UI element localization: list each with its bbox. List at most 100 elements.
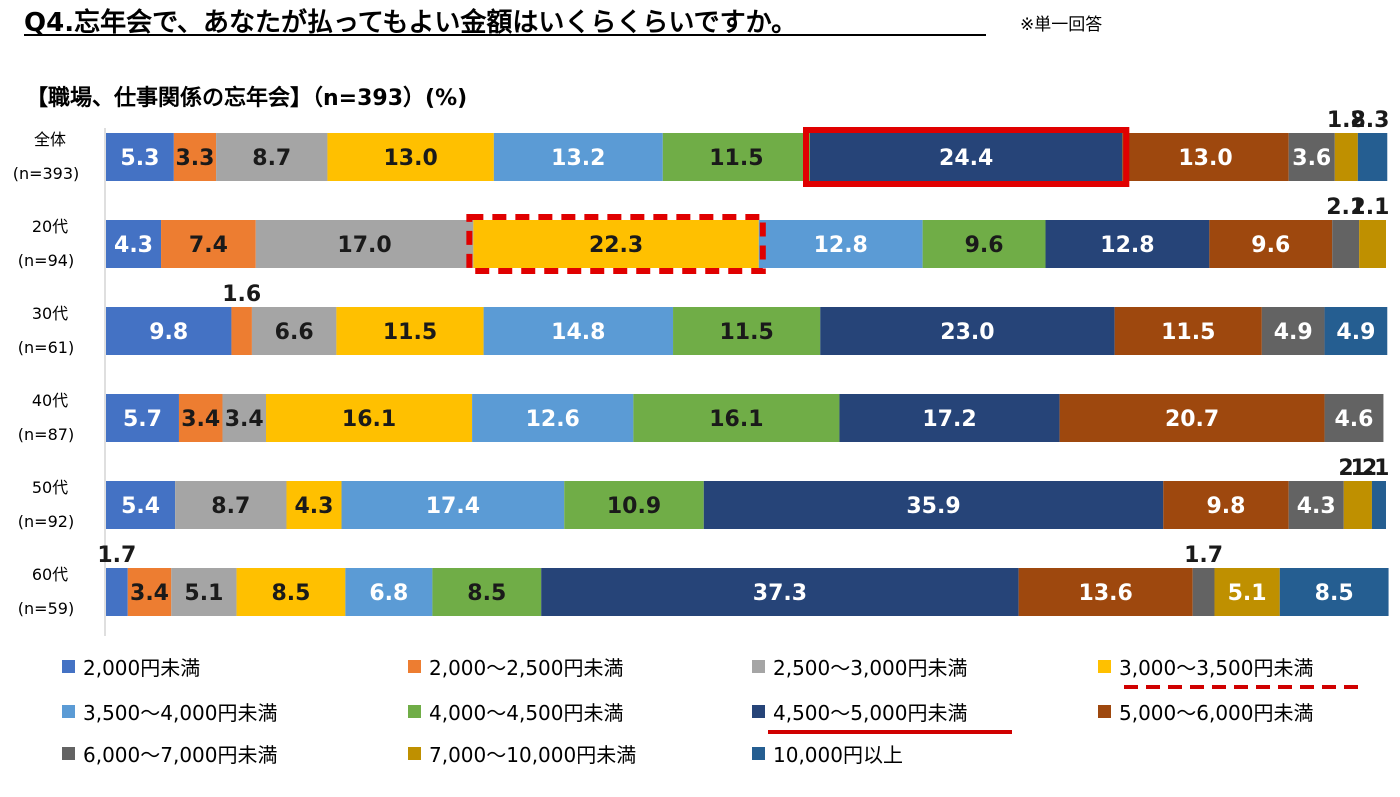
legend-swatch (752, 747, 765, 760)
data-label: 5.4 (121, 494, 160, 519)
chart-title: Q4.忘年会で、あなたが払ってもよい金額はいくらくらいですか。 (24, 8, 798, 38)
data-label: 3.4 (181, 407, 220, 432)
category-label: 全体 (34, 130, 66, 149)
legend-label: 7,000～10,000円未満 (429, 743, 637, 767)
data-label: 9.8 (1207, 494, 1246, 519)
bar-segment (345, 568, 433, 616)
bar-segment (703, 481, 1164, 529)
bar-segment (106, 568, 128, 616)
bar-segment (1192, 568, 1215, 616)
title-underline (24, 34, 986, 36)
bar-segment (473, 220, 759, 268)
data-label: 11.5 (383, 320, 437, 345)
data-label: 3.6 (1292, 146, 1331, 171)
bar-segment (286, 481, 342, 529)
single-answer-note: ※単一回答 (1020, 15, 1103, 35)
category-n-label: (n=59) (18, 599, 74, 618)
data-label: 5.3 (120, 146, 159, 171)
legend-item: 2,500～3,000円未満 (752, 652, 968, 681)
bar-segment (1018, 568, 1193, 616)
legend-label: 4,000～4,500円未満 (429, 701, 624, 725)
legend-swatch (62, 747, 75, 760)
bar-segment (633, 394, 840, 442)
bar-segment (106, 220, 162, 268)
highlight-box (803, 127, 1130, 187)
data-label: 1.7 (97, 543, 136, 568)
bar-segment (673, 307, 821, 355)
data-label: 20.7 (1165, 407, 1219, 432)
legend-swatch (62, 660, 75, 673)
category-n-label: (n=393) (13, 164, 80, 183)
legend-label: 3,500～4,000円未満 (83, 701, 278, 725)
data-label: 12.6 (526, 407, 580, 432)
legend-item: 10,000円以上 (752, 739, 903, 768)
bar-segment (255, 220, 474, 268)
category-label: 30代 (32, 304, 68, 323)
bar-segment (1214, 568, 1280, 616)
bar-segment (171, 568, 237, 616)
legend-item: 2,000円未満 (62, 652, 200, 681)
bar-segment (839, 394, 1060, 442)
data-label: 8.5 (1315, 581, 1354, 606)
legend-item: 6,000～7,000円未満 (62, 739, 278, 768)
legend-label: 2,000～2,500円未満 (429, 656, 624, 680)
legend-label: 10,000円以上 (773, 743, 903, 767)
data-label: 17.4 (426, 494, 480, 519)
data-label: 13.6 (1079, 581, 1133, 606)
category-label: 60代 (32, 565, 68, 584)
chart-subtitle: 【職場、仕事関係の忘年会】（n=393）(%) (26, 86, 468, 111)
bar-segment (1343, 481, 1372, 529)
bar-segment (178, 394, 223, 442)
data-label: 13.0 (383, 146, 437, 171)
highlight-box (466, 214, 766, 274)
data-label: 4.6 (1335, 407, 1374, 432)
bar-segment (251, 307, 337, 355)
bar-segment (175, 481, 287, 529)
data-label: 4.9 (1274, 320, 1313, 345)
data-label: 37.3 (753, 581, 807, 606)
data-label: 5.1 (184, 581, 223, 606)
category-n-label: (n=92) (18, 512, 74, 531)
bar-segment (336, 307, 484, 355)
bar-segment (1332, 220, 1360, 268)
data-label: 9.6 (1251, 233, 1290, 258)
data-label: 4.3 (295, 494, 334, 519)
bar-segment (266, 394, 473, 442)
data-label: 1.6 (222, 282, 261, 307)
data-label: 13.2 (551, 146, 605, 171)
data-label: 2.1 (1351, 195, 1390, 220)
bar-segment (1045, 220, 1210, 268)
bar-segment (1324, 394, 1384, 442)
data-label: 3.4 (130, 581, 169, 606)
data-label: 8.5 (271, 581, 310, 606)
bar-segment (662, 133, 810, 181)
data-label: 5.7 (123, 407, 162, 432)
data-label: 24.4 (939, 146, 993, 171)
data-label: 2.3 (1351, 108, 1390, 133)
data-label: 1.7 (1184, 543, 1223, 568)
data-label: 17.2 (922, 407, 976, 432)
data-label: 9.8 (149, 320, 188, 345)
data-label: 35.9 (906, 494, 960, 519)
bar-segment (161, 220, 256, 268)
data-label: 1.8 (1327, 108, 1366, 133)
legend-item: 5,000～6,000円未満 (1098, 697, 1314, 726)
category-label: 20代 (32, 217, 68, 236)
bar-segment (327, 133, 494, 181)
data-label: 12.8 (814, 233, 868, 258)
bar-segment (173, 133, 217, 181)
bar-segment (483, 307, 674, 355)
legend-swatch (408, 660, 421, 673)
bar-segment (1371, 481, 1386, 529)
category-n-label: (n=94) (18, 251, 74, 270)
data-label: 6.8 (369, 581, 408, 606)
bar-segment (1114, 307, 1262, 355)
data-label: 7.4 (189, 233, 228, 258)
data-label: 8.5 (467, 581, 506, 606)
data-label: 4.9 (1336, 320, 1375, 345)
bar-segment (106, 307, 232, 355)
bar-segment (1288, 481, 1344, 529)
category-n-label: (n=61) (18, 338, 74, 357)
bar-segment (1261, 307, 1325, 355)
bar-segment (1059, 394, 1325, 442)
